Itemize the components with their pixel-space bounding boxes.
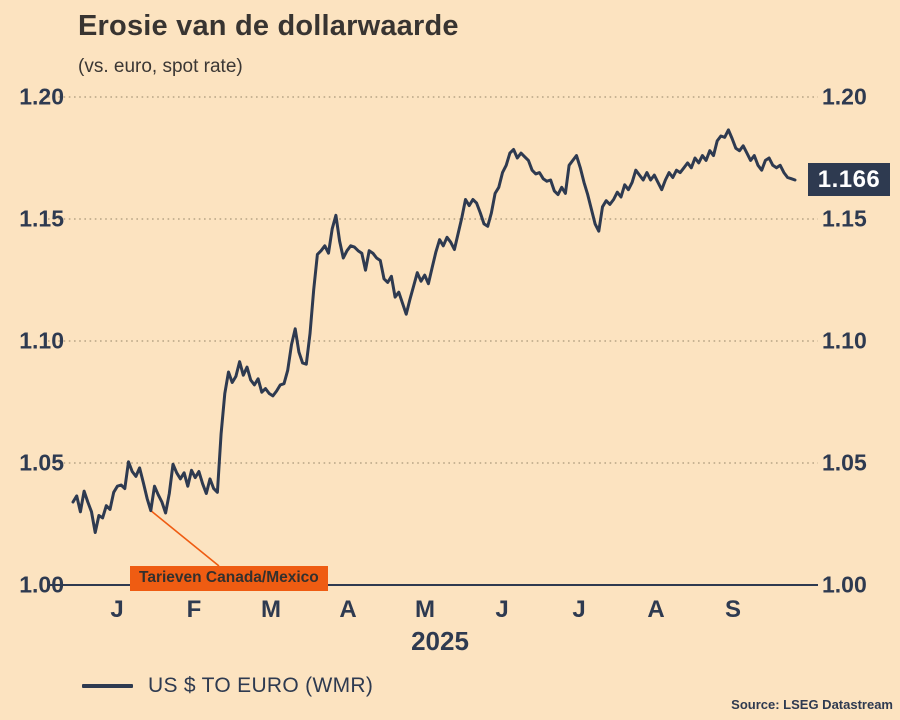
x-tick-month-label: A bbox=[647, 596, 665, 623]
chart-subtitle: (vs. euro, spot rate) bbox=[78, 56, 243, 77]
horizontal-gridlines bbox=[48, 96, 818, 464]
x-tick-month-label: A bbox=[339, 596, 357, 623]
x-tick-month-label: J bbox=[572, 596, 586, 623]
y-tick-label-left: 1.00 bbox=[19, 571, 64, 598]
y-tick-label-right: 1.15 bbox=[822, 205, 867, 232]
y-tick-label-left: 1.05 bbox=[19, 449, 64, 476]
y-tick-label-left: 1.20 bbox=[19, 83, 64, 110]
x-tick-month-label: F bbox=[186, 596, 202, 623]
x-axis-year-label: 2025 bbox=[411, 626, 469, 656]
y-tick-label-left: 1.10 bbox=[19, 327, 64, 354]
source-credit: Source: LSEG Datastream bbox=[731, 697, 893, 712]
y-tick-label-left: 1.15 bbox=[19, 205, 64, 232]
x-tick-month-label: M bbox=[415, 596, 435, 623]
legend-line-swatch-icon bbox=[82, 684, 133, 688]
x-tick-month-label: J bbox=[110, 596, 124, 623]
legend: US $ TO EURO (WMR) bbox=[82, 674, 373, 698]
y-tick-label-right: 1.05 bbox=[822, 449, 867, 476]
chart-title: Erosie van de dollarwaarde bbox=[78, 10, 459, 42]
eurusd-line-series bbox=[71, 128, 797, 534]
y-tick-label-right: 1.20 bbox=[822, 83, 867, 110]
annotation-connector-line bbox=[150, 509, 220, 567]
x-tick-month-label: J bbox=[495, 596, 509, 623]
annotation-tarieven-canada-mexico: Tarieven Canada/Mexico bbox=[130, 566, 328, 591]
last-value-badge: 1.166 bbox=[808, 163, 890, 197]
x-tick-month-label: M bbox=[261, 596, 281, 623]
x-tick-month-label: S bbox=[724, 596, 742, 623]
y-tick-label-right: 1.10 bbox=[822, 327, 867, 354]
legend-series-label: US $ TO EURO (WMR) bbox=[148, 674, 374, 697]
y-tick-label-right: 1.00 bbox=[822, 571, 867, 598]
